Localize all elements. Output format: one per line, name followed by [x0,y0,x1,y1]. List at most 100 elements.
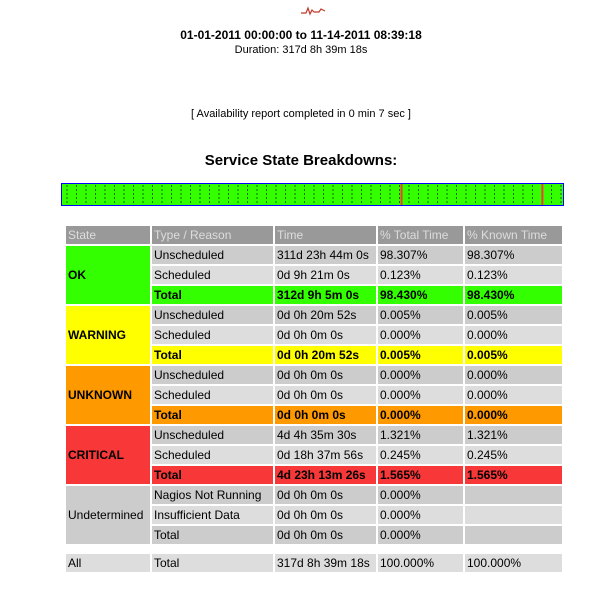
table-row: Scheduled 0d 9h 21m 0s 0.123% 0.123% [66,266,562,284]
type-cell: Scheduled [152,446,273,464]
percent-total-cell: 1.565% [378,466,463,484]
table-row: UNKNOWN Unscheduled 0d 0h 0m 0s 0.000% 0… [66,366,562,424]
nagios-logo-icon [301,6,326,16]
percent-known-cell: 0.000% [465,366,562,384]
header-type-reason: Type / Reason [152,226,273,244]
percent-total-cell: 0.123% [378,266,463,284]
time-cell: 0d 0h 0m 0s [275,506,376,524]
percent-total-cell: 0.000% [378,526,463,544]
percent-known-cell: 98.430% [465,286,562,304]
type-cell: Total [152,346,273,364]
type-cell: Insufficient Data [152,506,273,524]
percent-total-cell: 100.000% [378,554,463,572]
time-cell: 0d 0h 0m 0s [275,386,376,404]
total-row-critical: Total 4d 23h 13m 26s 1.565% 1.565% [66,466,562,484]
table-row: Scheduled 0d 0h 0m 0s 0.000% 0.000% [66,326,562,344]
state-timeline-bar[interactable] [61,183,564,206]
section-title: Service State Breakdowns: [204,152,398,169]
timeline-critical-mark [541,184,544,205]
percent-known-cell: 0.123% [465,266,562,284]
total-row-warning: Total 0d 0h 20m 52s 0.005% 0.005% [66,346,562,364]
header-percent-total: % Total Time [378,226,463,244]
percent-known-cell: 0.005% [465,306,562,324]
table-row: Scheduled 0d 0h 0m 0s 0.000% 0.000% [66,386,562,404]
time-cell: 0d 0h 0m 0s [275,326,376,344]
table-row: CRITICAL Unscheduled 4d 4h 35m 30s 1.321… [66,426,562,484]
percent-known-cell: 0.245% [465,446,562,464]
percent-known-cell: 0.000% [465,326,562,344]
timeline-ok-fill [61,183,564,206]
percent-known-cell: 100.000% [465,554,562,572]
percent-total-cell: 0.000% [378,386,463,404]
percent-known-cell: 0.000% [465,406,562,424]
table-row: Insufficient Data 0d 0h 0m 0s 0.000% [66,506,562,524]
type-cell: Total [152,554,273,572]
table-row: WARNING Unscheduled 0d 0h 20m 52s 0.005%… [66,306,562,364]
time-cell: 0d 0h 0m 0s [275,526,376,544]
type-cell: Unscheduled [152,366,273,384]
time-cell: 0d 9h 21m 0s [275,266,376,284]
percent-total-cell: 98.430% [378,286,463,304]
percent-total-cell: 0.005% [378,346,463,364]
total-row-ok: Total 312d 9h 5m 0s 98.430% 98.430% [66,286,562,304]
percent-known-cell [465,486,562,504]
percent-known-cell [465,526,562,544]
time-cell: 311d 23h 44m 0s [275,246,376,264]
time-cell: 0d 0h 0m 0s [275,406,376,424]
all-total-row: All Total 317d 8h 39m 18s 100.000% 100.0… [66,554,562,572]
type-cell: Total [152,286,273,304]
type-cell: Unscheduled [152,426,273,444]
table-header-row: State Type / Reason Time % Total Time % … [66,226,562,244]
time-cell: 0d 18h 37m 56s [275,446,376,464]
state-ok-cell: OK [66,246,150,304]
percent-total-cell: 0.000% [378,366,463,384]
timeline-critical-mark [400,184,403,205]
percent-known-cell: 1.321% [465,426,562,444]
total-row-undetermined: Total 0d 0h 0m 0s 0.000% [66,526,562,544]
state-unknown-cell: UNKNOWN [66,366,150,424]
header-time: Time [275,226,376,244]
header-state: State [66,226,150,244]
type-cell: Total [152,466,273,484]
percent-total-cell: 0.000% [378,406,463,424]
time-cell: 0d 0h 0m 0s [275,486,376,504]
percent-known-cell: 0.005% [465,346,562,364]
time-cell: 0d 0h 20m 52s [275,346,376,364]
report-date-range: 01-01-2011 00:00:00 to 11-14-2011 08:39:… [180,28,422,42]
type-cell: Unscheduled [152,246,273,264]
percent-known-cell [465,506,562,524]
state-critical-cell: CRITICAL [66,426,150,484]
type-cell: Unscheduled [152,306,273,324]
table-spacer [66,546,562,552]
type-cell: Total [152,406,273,424]
percent-known-cell: 1.565% [465,466,562,484]
state-undetermined-cell: Undetermined [66,486,150,544]
time-cell: 4d 23h 13m 26s [275,466,376,484]
state-warning-cell: WARNING [66,306,150,364]
percent-total-cell: 98.307% [378,246,463,264]
report-duration: Duration: 317d 8h 39m 18s [234,44,368,56]
percent-total-cell: 0.000% [378,326,463,344]
state-all-cell: All [66,554,150,572]
type-cell: Nagios Not Running [152,486,273,504]
total-row-unknown: Total 0d 0h 0m 0s 0.000% 0.000% [66,406,562,424]
time-cell: 0d 0h 20m 52s [275,306,376,324]
table-row: OK Unscheduled 311d 23h 44m 0s 98.307% 9… [66,246,562,304]
time-cell: 0d 0h 0m 0s [275,366,376,384]
table-row: Scheduled 0d 18h 37m 56s 0.245% 0.245% [66,446,562,464]
type-cell: Scheduled [152,266,273,284]
time-cell: 317d 8h 39m 18s [275,554,376,572]
header-percent-known: % Known Time [465,226,562,244]
percent-total-cell: 0.245% [378,446,463,464]
percent-known-cell: 98.307% [465,246,562,264]
state-breakdown-table: State Type / Reason Time % Total Time % … [64,224,564,574]
type-cell: Total [152,526,273,544]
percent-known-cell: 0.000% [465,386,562,404]
type-cell: Scheduled [152,386,273,404]
percent-total-cell: 0.005% [378,306,463,324]
time-cell: 312d 9h 5m 0s [275,286,376,304]
percent-total-cell: 0.000% [378,486,463,504]
table-row: Undetermined Nagios Not Running 0d 0h 0m… [66,486,562,544]
report-completed-status: [ Availability report completed in 0 min… [191,108,411,120]
percent-total-cell: 1.321% [378,426,463,444]
